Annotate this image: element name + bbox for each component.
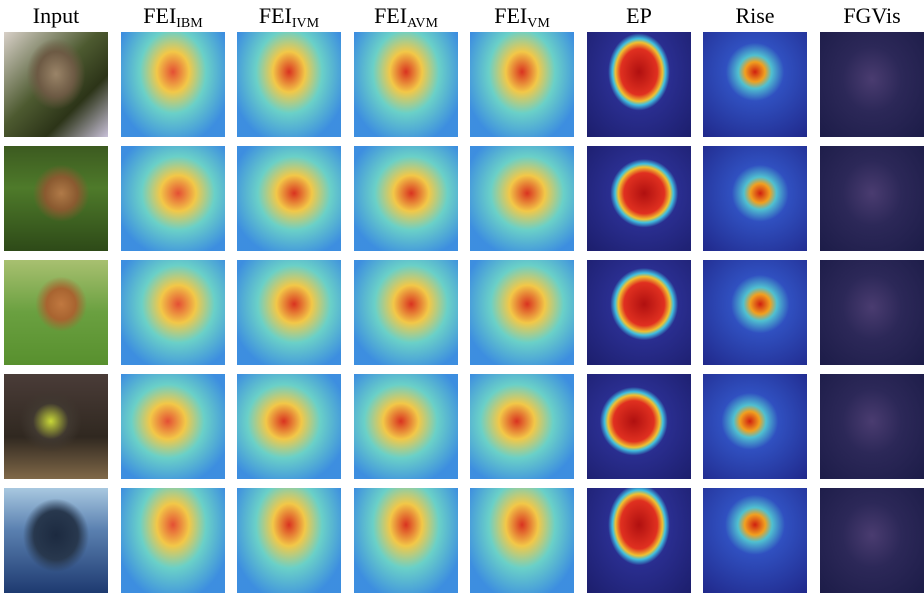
saliency-map xyxy=(354,374,458,479)
saliency-map xyxy=(237,146,341,251)
header-label: FEI xyxy=(494,3,527,28)
saliency-map xyxy=(703,488,807,593)
saliency-map xyxy=(703,32,807,137)
column-header: FEIVM xyxy=(464,2,580,30)
header-subscript: AVM xyxy=(407,16,438,31)
saliency-map xyxy=(354,32,458,137)
saliency-map xyxy=(587,32,691,137)
saliency-map xyxy=(587,146,691,251)
saliency-map xyxy=(354,146,458,251)
column-header: Input xyxy=(0,2,114,30)
saliency-map xyxy=(237,374,341,479)
header-subscript: IVM xyxy=(292,16,319,31)
column-header: FGVis xyxy=(814,2,924,30)
saliency-map xyxy=(820,146,924,251)
input-image xyxy=(4,32,108,137)
column-header: EP xyxy=(581,2,697,30)
saliency-map xyxy=(587,488,691,593)
header-subscript: VM xyxy=(527,16,550,31)
header-label: Rise xyxy=(735,3,774,28)
figure: InputFEIIBMFEIIVMFEIAVMFEIVMEPRiseFGVis xyxy=(0,0,924,594)
header-label: EP xyxy=(626,3,652,28)
saliency-map xyxy=(820,488,924,593)
saliency-map xyxy=(470,488,574,593)
saliency-map xyxy=(237,32,341,137)
saliency-map xyxy=(820,260,924,365)
input-image xyxy=(4,488,108,593)
saliency-map xyxy=(121,32,225,137)
saliency-map xyxy=(354,260,458,365)
saliency-map xyxy=(820,32,924,137)
saliency-map xyxy=(703,374,807,479)
column-header: FEIIVM xyxy=(231,2,347,30)
column-header: FEIIBM xyxy=(115,2,231,30)
saliency-map xyxy=(703,146,807,251)
saliency-map xyxy=(121,488,225,593)
saliency-map xyxy=(470,146,574,251)
header-label: FEI xyxy=(259,3,292,28)
saliency-map xyxy=(121,374,225,479)
saliency-map xyxy=(587,260,691,365)
header-label: FEI xyxy=(374,3,407,28)
column-header: FEIAVM xyxy=(348,2,464,30)
input-image xyxy=(4,260,108,365)
saliency-map xyxy=(354,488,458,593)
header-subscript: IBM xyxy=(176,16,202,31)
saliency-map xyxy=(121,260,225,365)
saliency-map xyxy=(587,374,691,479)
saliency-map xyxy=(121,146,225,251)
saliency-map xyxy=(703,260,807,365)
saliency-map xyxy=(237,488,341,593)
saliency-map xyxy=(237,260,341,365)
input-image xyxy=(4,374,108,479)
header-label: FEI xyxy=(143,3,176,28)
saliency-map xyxy=(470,260,574,365)
header-label: FGVis xyxy=(843,3,900,28)
saliency-map xyxy=(470,374,574,479)
column-header: Rise xyxy=(697,2,813,30)
saliency-map xyxy=(470,32,574,137)
header-label: Input xyxy=(33,3,79,28)
input-image xyxy=(4,146,108,251)
saliency-map xyxy=(820,374,924,479)
